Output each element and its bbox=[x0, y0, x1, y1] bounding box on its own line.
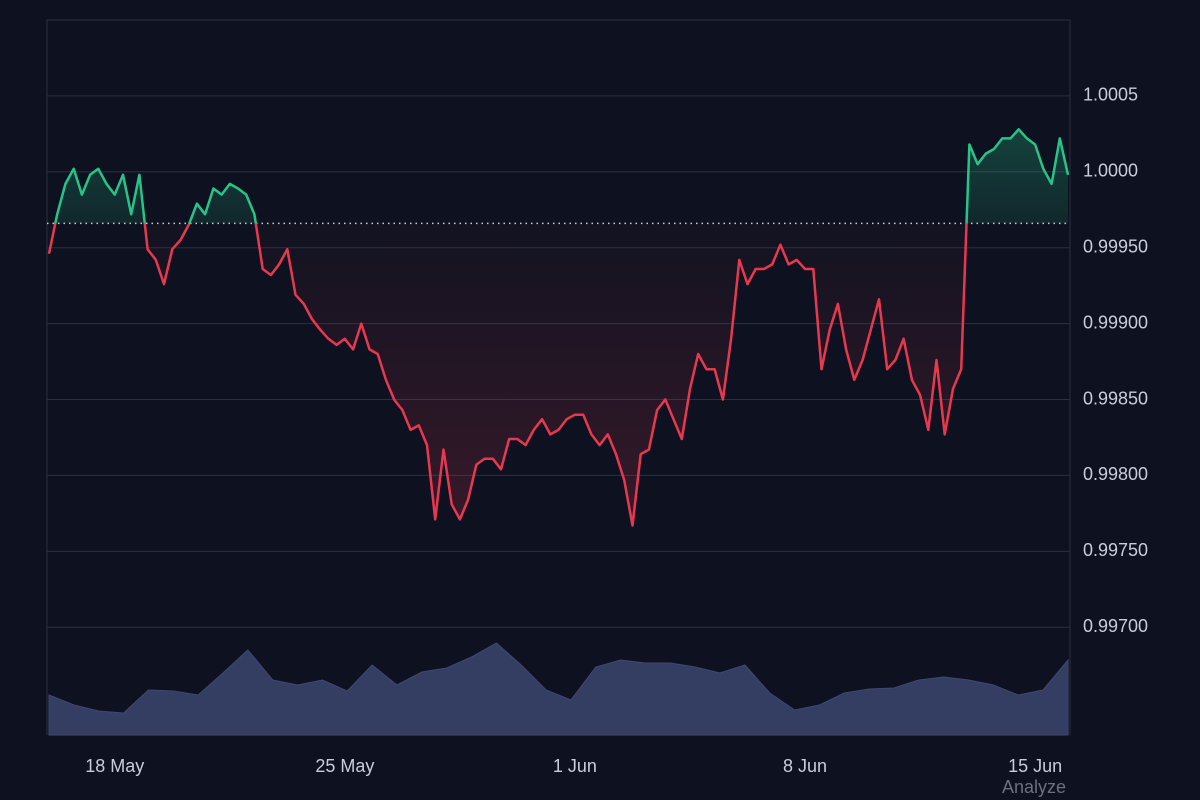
volume-area bbox=[48, 642, 1069, 736]
x-tick-label: 15 Jun bbox=[1008, 756, 1062, 776]
y-tick-label: 0.99700 bbox=[1083, 616, 1148, 636]
x-tick-label: 18 May bbox=[85, 756, 144, 776]
x-tick-label: 25 May bbox=[315, 756, 374, 776]
x-tick-label: 8 Jun bbox=[783, 756, 827, 776]
y-tick-label: 0.99750 bbox=[1083, 540, 1148, 560]
y-tick-label: 1.0000 bbox=[1083, 161, 1138, 181]
price-line bbox=[47, 128, 1070, 527]
y-tick-label: 1.0005 bbox=[1083, 85, 1138, 105]
watermark: Analyze bbox=[1002, 777, 1066, 797]
y-tick-label: 0.99850 bbox=[1083, 388, 1148, 408]
y-tick-label: 0.99900 bbox=[1083, 312, 1148, 332]
x-tick-label: 1 Jun bbox=[553, 756, 597, 776]
baseline-area bbox=[49, 129, 1068, 526]
y-tick-label: 0.99950 bbox=[1083, 236, 1148, 256]
y-tick-label: 0.99800 bbox=[1083, 464, 1148, 484]
